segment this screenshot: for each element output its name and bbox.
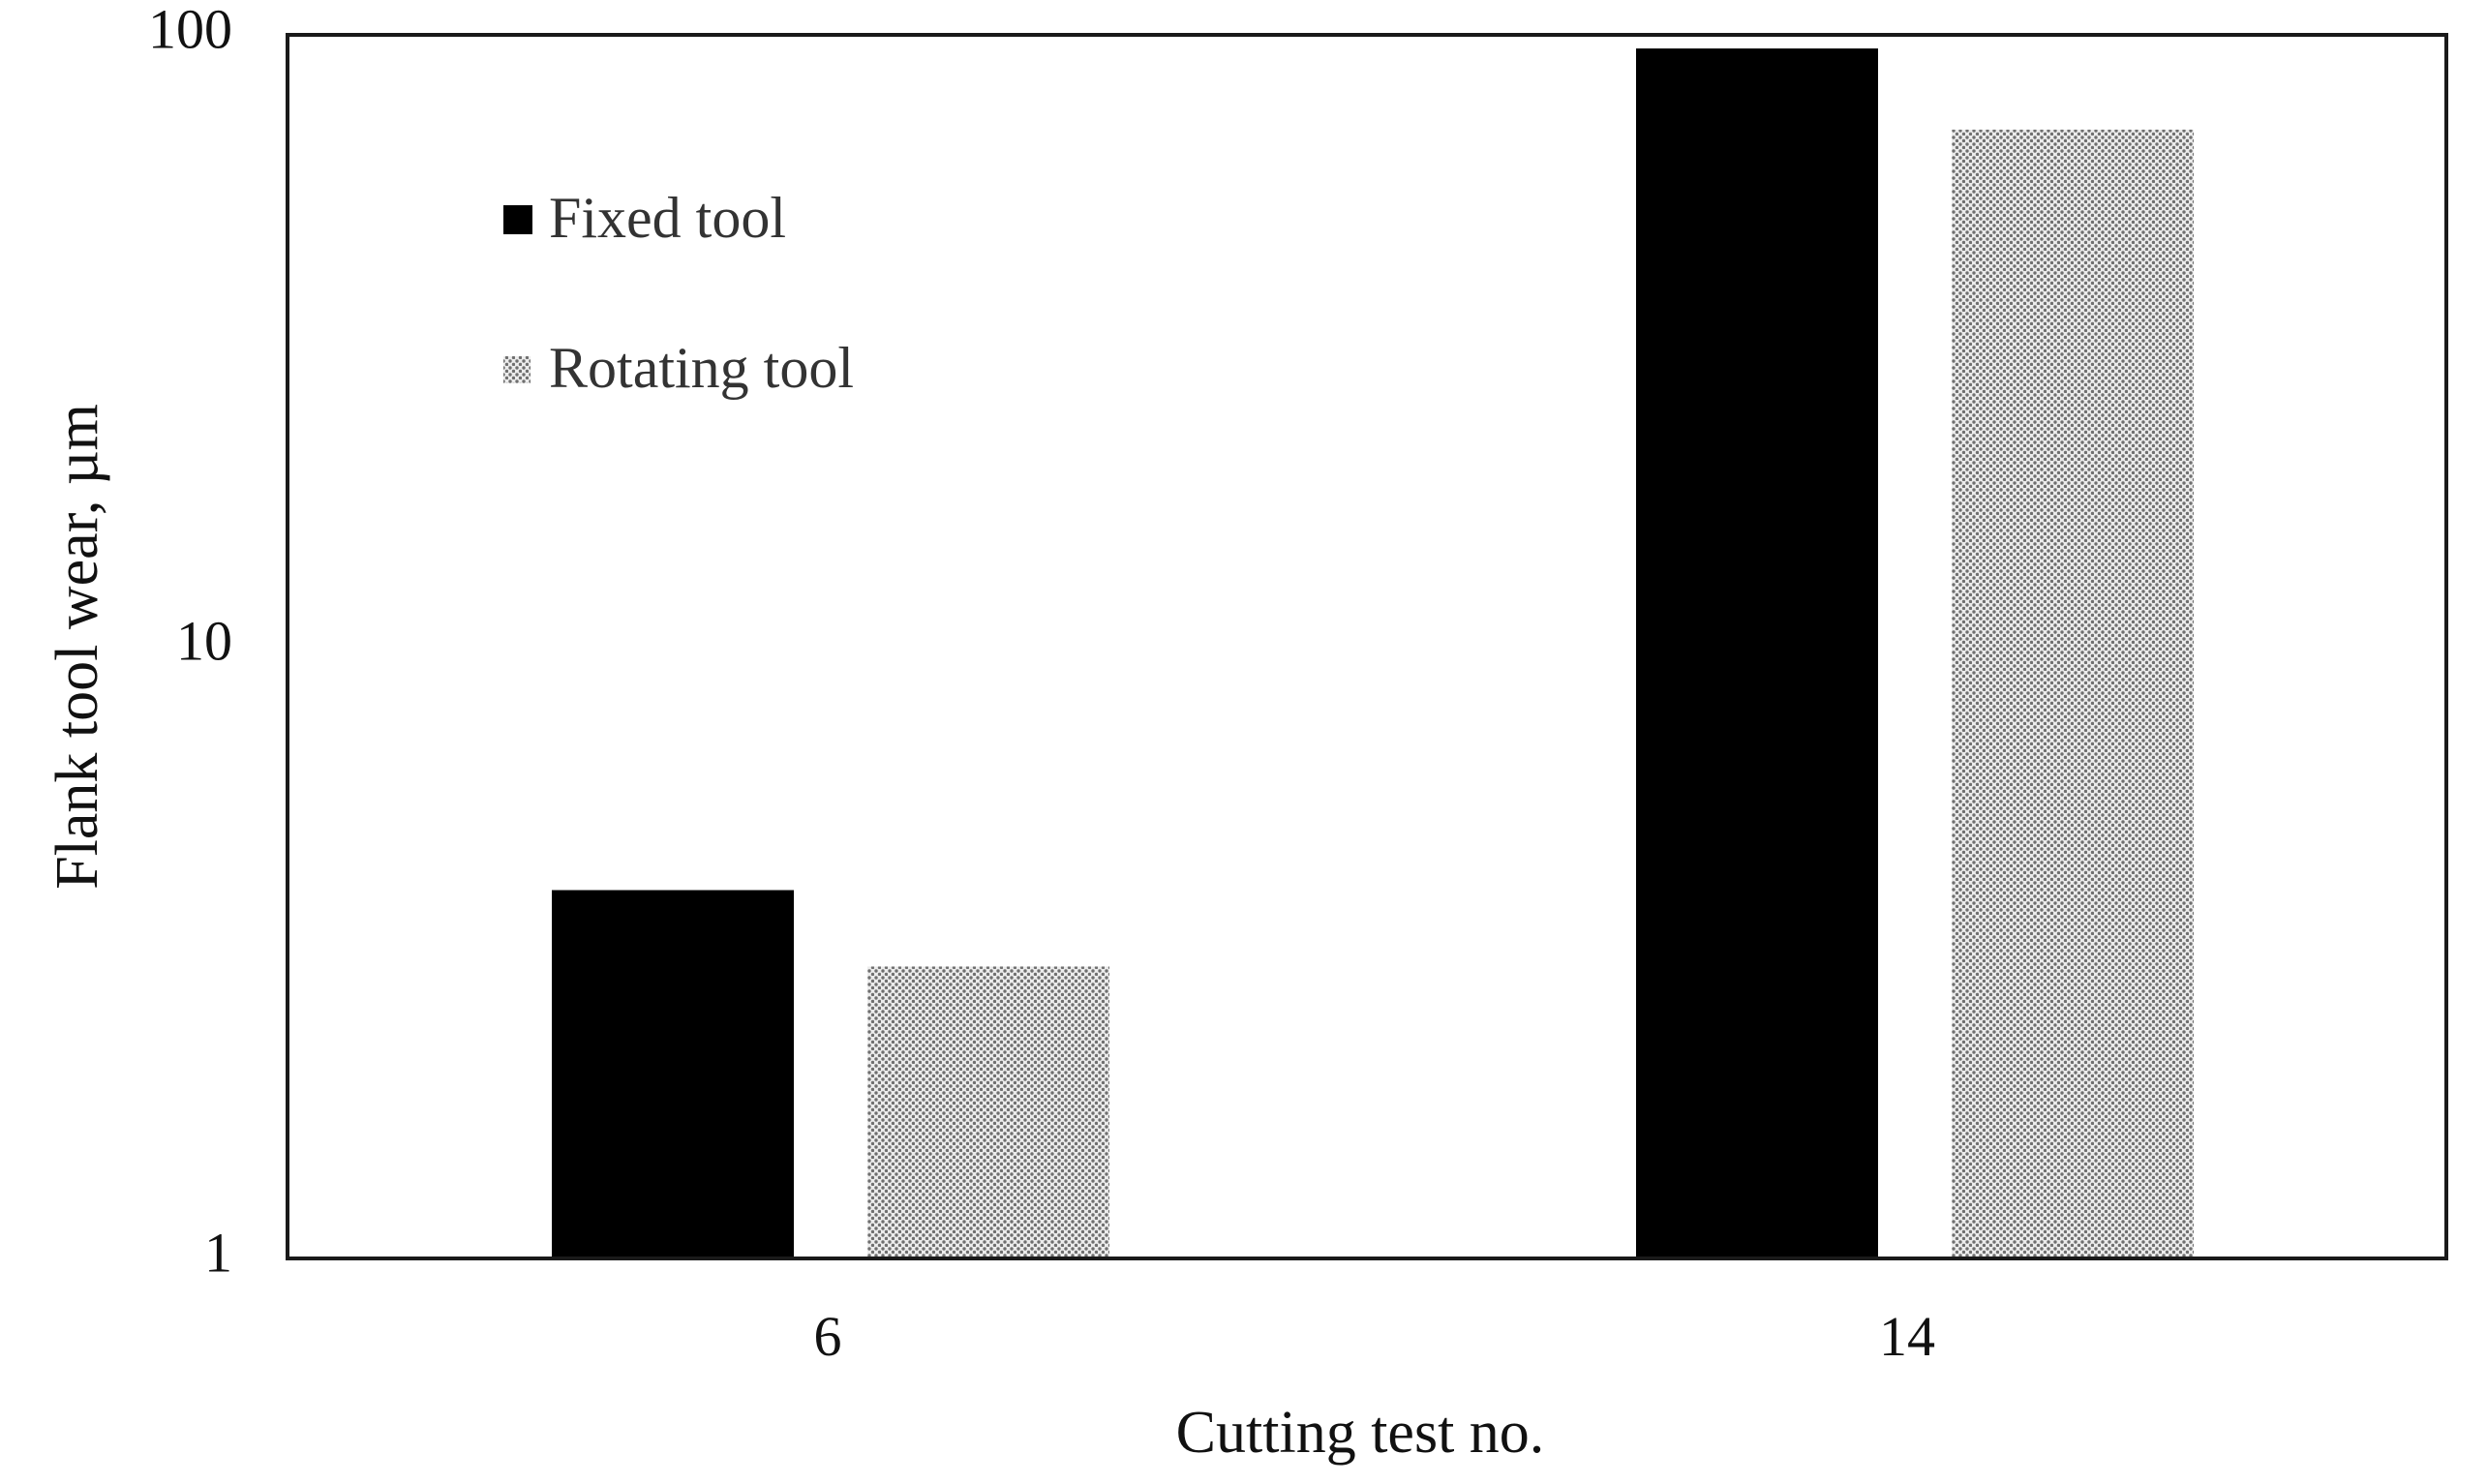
- legend-label-rotating-tool: Rotating tool: [549, 336, 854, 400]
- bar-rotating-tool-test-14: [1952, 129, 2194, 1258]
- y-axis-title: Flank tool wear, µm: [45, 404, 110, 890]
- x-tick-label-6: 6: [814, 1305, 842, 1368]
- legend: Fixed tool Rotating tool: [503, 186, 854, 400]
- y-tick-label-10: 10: [176, 609, 232, 672]
- y-tick-label-100: 100: [148, 0, 232, 60]
- bar-fixed-tool-test-6: [552, 890, 794, 1258]
- bars-layer: [552, 48, 2194, 1258]
- bar-fixed-tool-test-14: [1636, 48, 1878, 1258]
- x-tick-label-14: 14: [1879, 1305, 1935, 1368]
- plot-area-frame: [286, 33, 2448, 1260]
- bar-rotating-tool-test-6: [867, 966, 1109, 1258]
- legend-swatch-rotating-tool: [503, 356, 531, 383]
- legend-label-fixed-tool: Fixed tool: [549, 186, 786, 250]
- legend-swatch-fixed-tool: [503, 205, 532, 234]
- x-axis-title: Cutting test no.: [1176, 1400, 1545, 1466]
- y-tick-label-1: 1: [204, 1221, 232, 1284]
